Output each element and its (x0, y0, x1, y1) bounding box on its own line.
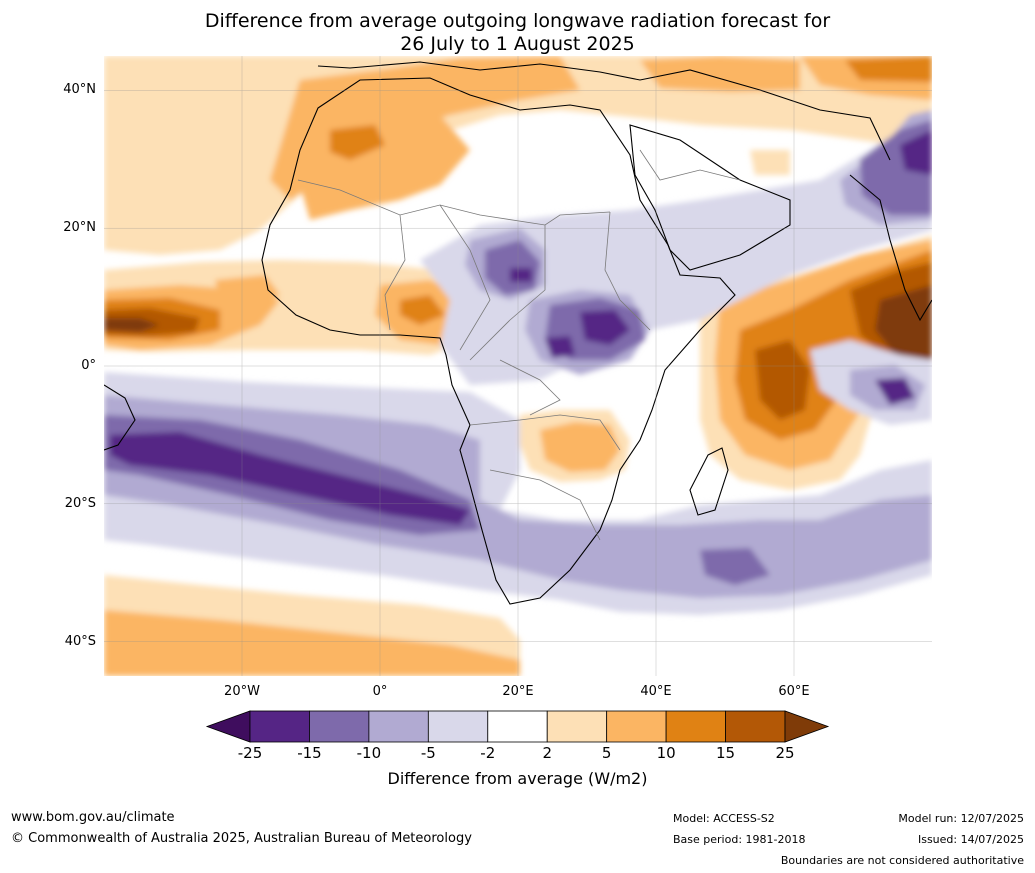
issued-date: Issued: 14/07/2025 (917, 833, 1024, 846)
colorbar-extend-low (205, 710, 251, 743)
colorbar-tick-label: -25 (237, 744, 263, 762)
longitude-label: 60°E (778, 684, 810, 699)
colorbar-bin (368, 710, 429, 743)
colorbar-bin (309, 710, 370, 743)
colorbar-tick-label: -5 (420, 744, 436, 762)
colorbar-bin (546, 710, 608, 743)
coastlines (104, 61, 932, 605)
title-line-2: 26 July to 1 August 2025 (400, 33, 635, 55)
colorbar-tick-label: 10 (656, 744, 676, 762)
colorbar-tick-label: 5 (601, 744, 612, 762)
colorbar-bin (725, 710, 786, 743)
boundaries-disclaimer: Boundaries are not considered authoritat… (780, 854, 1024, 867)
longitude-label: 20°E (502, 684, 534, 699)
colorbar-extend-high (784, 710, 830, 743)
colorbar-tick-label: 25 (775, 744, 795, 762)
colorbar-bin (249, 710, 310, 743)
website-link[interactable]: www.bom.gov.au/climate (11, 810, 175, 825)
latitude-label: 40°N (63, 82, 96, 98)
anomaly-fields (104, 56, 932, 676)
graticule (104, 56, 932, 676)
latitude-label: 20°S (64, 495, 96, 511)
model-run-date: Model run: 12/07/2025 (898, 812, 1024, 825)
colorbar (205, 710, 830, 743)
title-line-1: Difference from average outgoing longwav… (204, 10, 831, 32)
latitude-label: 20°N (63, 220, 96, 236)
base-period: Base period: 1981-2018 (673, 833, 806, 846)
colorbar-bin (606, 710, 667, 743)
model-name: Model: ACCESS-S2 (673, 812, 775, 825)
colorbar-bin (427, 710, 489, 743)
colorbar-tick-label: -2 (480, 744, 496, 762)
longitude-label: 0° (372, 684, 388, 699)
latitude-label: 40°S (64, 633, 96, 649)
colorbar-tick-label: -10 (356, 744, 382, 762)
chart-title: Difference from average outgoing longwav… (0, 10, 1035, 56)
colorbar-tick-label: 2 (542, 744, 552, 762)
colorbar-tick-label: 15 (716, 744, 736, 762)
colorbar-bin (487, 710, 548, 743)
longitude-label: 20°W (224, 684, 260, 699)
colorbar-label: Difference from average (W/m2) (387, 769, 648, 788)
colorbar-bin (665, 710, 726, 743)
colorbar-tick-label: -15 (297, 744, 322, 762)
latitude-label: 0° (81, 358, 96, 373)
country-borders (297, 149, 741, 541)
longitude-label: 40°E (640, 684, 672, 699)
copyright-text: © Commonwealth of Australia 2025, Austra… (11, 831, 472, 846)
